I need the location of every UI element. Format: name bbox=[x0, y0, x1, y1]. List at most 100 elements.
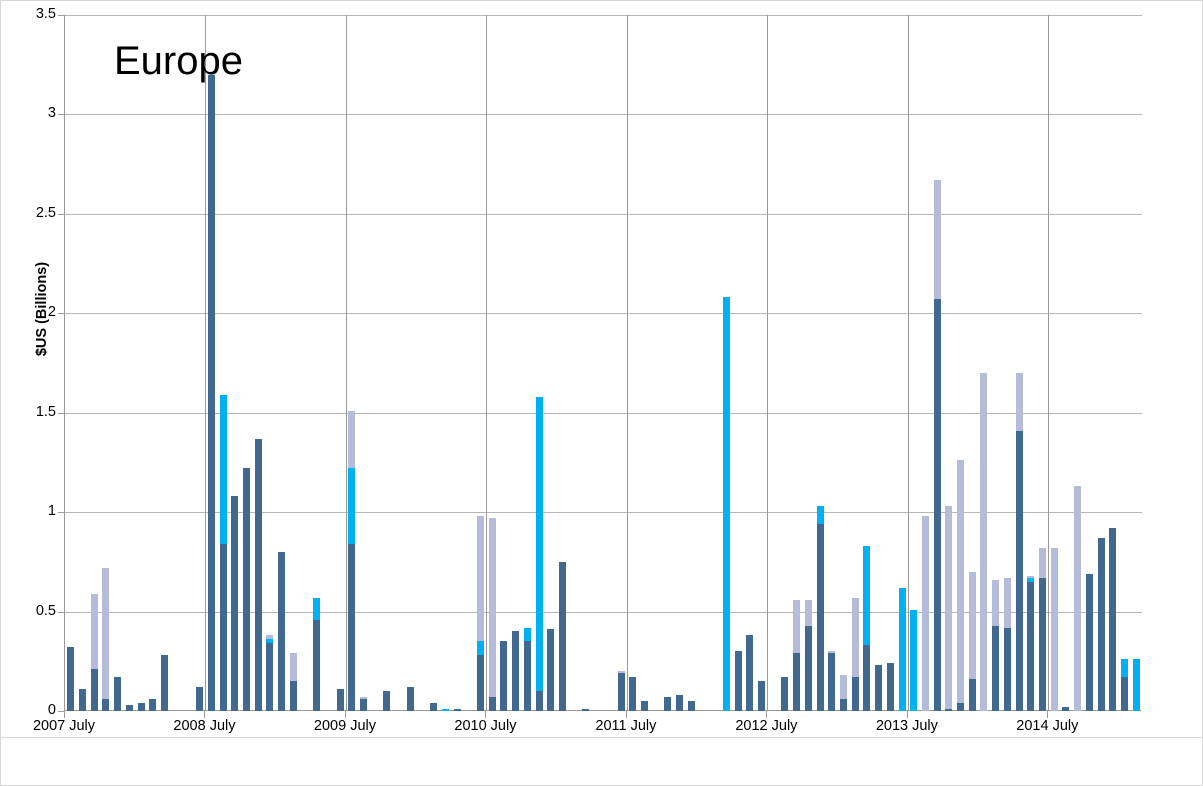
bar-segment bbox=[804, 599, 812, 626]
y-axis-tick-label: 3.5 bbox=[35, 6, 56, 22]
bar-segment bbox=[816, 506, 824, 525]
bar-segment bbox=[1015, 372, 1023, 431]
bar-segment bbox=[219, 543, 227, 711]
bar-column bbox=[453, 709, 461, 711]
bar-segment bbox=[1027, 575, 1035, 578]
bar-segment bbox=[746, 635, 754, 711]
bar-segment bbox=[734, 651, 742, 711]
bar-segment bbox=[242, 468, 250, 711]
bar-column bbox=[79, 689, 87, 711]
bar-segment bbox=[582, 709, 590, 711]
bar-column bbox=[336, 689, 344, 711]
bar-segment bbox=[921, 516, 929, 711]
bar-segment bbox=[266, 643, 274, 711]
x-axis-tick bbox=[625, 711, 627, 718]
bar-column bbox=[523, 627, 531, 711]
bar-column bbox=[1132, 659, 1140, 711]
bar-column bbox=[1050, 547, 1058, 711]
bar-segment bbox=[523, 641, 531, 711]
bar-segment bbox=[1097, 538, 1105, 711]
bar-column bbox=[921, 516, 929, 711]
bar-segment bbox=[640, 701, 648, 711]
x-axis-tick-label: 2011 July bbox=[595, 718, 657, 734]
y-axis-title: $US (Billions) bbox=[34, 261, 51, 357]
bar-column bbox=[500, 641, 508, 711]
gridline-horizontal bbox=[65, 114, 1142, 116]
bar-column bbox=[722, 297, 730, 711]
bar-segment bbox=[453, 709, 461, 711]
gridline-vertical bbox=[1048, 15, 1050, 711]
bar-segment bbox=[629, 677, 637, 711]
bar-segment bbox=[1038, 547, 1046, 578]
bar-segment bbox=[1074, 486, 1082, 711]
bar-segment bbox=[1109, 528, 1117, 711]
bar-column bbox=[547, 629, 555, 711]
bar-column bbox=[125, 705, 133, 711]
bar-column bbox=[1085, 573, 1093, 711]
bar-column bbox=[676, 695, 684, 711]
bar-segment bbox=[266, 635, 274, 640]
x-axis-tick-label: 2008 July bbox=[173, 718, 236, 734]
y-axis-tick-label: 1.5 bbox=[35, 403, 56, 420]
bar-column bbox=[617, 671, 625, 711]
gridline-vertical bbox=[345, 15, 347, 711]
bar-segment bbox=[1062, 707, 1070, 711]
bar-segment bbox=[488, 518, 496, 698]
bar-segment bbox=[137, 703, 145, 711]
bar-column bbox=[90, 593, 98, 711]
bar-column bbox=[968, 571, 976, 711]
bar-segment bbox=[1132, 659, 1140, 711]
y-axis-tick bbox=[58, 711, 64, 712]
bar-column bbox=[687, 701, 695, 711]
bar-segment bbox=[289, 653, 297, 682]
bar-segment bbox=[383, 691, 391, 711]
bar-segment bbox=[67, 647, 75, 711]
bar-column bbox=[266, 635, 274, 711]
bar-column bbox=[804, 599, 812, 711]
gridline-vertical bbox=[907, 15, 909, 711]
bar-column bbox=[957, 460, 965, 711]
bar-segment bbox=[793, 599, 801, 654]
gridline-horizontal bbox=[65, 512, 1142, 514]
bar-column bbox=[114, 677, 122, 711]
bar-segment bbox=[980, 372, 988, 711]
bar-column bbox=[242, 468, 250, 711]
bar-segment bbox=[114, 677, 122, 711]
bar-segment bbox=[863, 545, 871, 646]
bar-segment bbox=[278, 551, 286, 711]
footer-bar: OICU-IOSCO Follow-on offeringIPOConverti… bbox=[1, 737, 1202, 785]
y-axis-tick-label: 0 bbox=[47, 702, 56, 718]
x-axis-tick bbox=[344, 711, 346, 718]
bar-segment bbox=[488, 697, 496, 711]
bar-column bbox=[289, 653, 297, 711]
bar-segment bbox=[851, 597, 859, 678]
bar-segment bbox=[477, 516, 485, 642]
bar-column bbox=[793, 599, 801, 711]
bar-segment bbox=[828, 653, 836, 711]
bar-column bbox=[535, 396, 543, 711]
bar-segment bbox=[863, 645, 871, 711]
bar-segment bbox=[1027, 581, 1035, 711]
bar-column bbox=[278, 551, 286, 711]
bar-column bbox=[582, 709, 590, 711]
bar-segment bbox=[992, 579, 1000, 626]
y-axis-tick bbox=[58, 611, 64, 613]
bar-segment bbox=[477, 655, 485, 711]
bar-column bbox=[441, 709, 449, 711]
bar-segment bbox=[781, 677, 789, 711]
x-axis-tick bbox=[906, 711, 908, 718]
bar-segment bbox=[839, 699, 847, 711]
bar-segment bbox=[500, 641, 508, 711]
bar-column bbox=[360, 697, 368, 711]
bar-segment bbox=[313, 597, 321, 620]
y-axis-tick-label: 1 bbox=[47, 503, 56, 520]
bar-segment bbox=[1003, 577, 1011, 628]
bar-column bbox=[839, 675, 847, 711]
gridline-horizontal bbox=[65, 15, 1142, 16]
bar-column bbox=[512, 631, 520, 711]
bar-segment bbox=[406, 687, 414, 711]
bar-segment bbox=[336, 689, 344, 711]
bar-segment bbox=[875, 665, 883, 711]
bar-column bbox=[1038, 547, 1046, 711]
y-axis-tick bbox=[58, 512, 64, 514]
